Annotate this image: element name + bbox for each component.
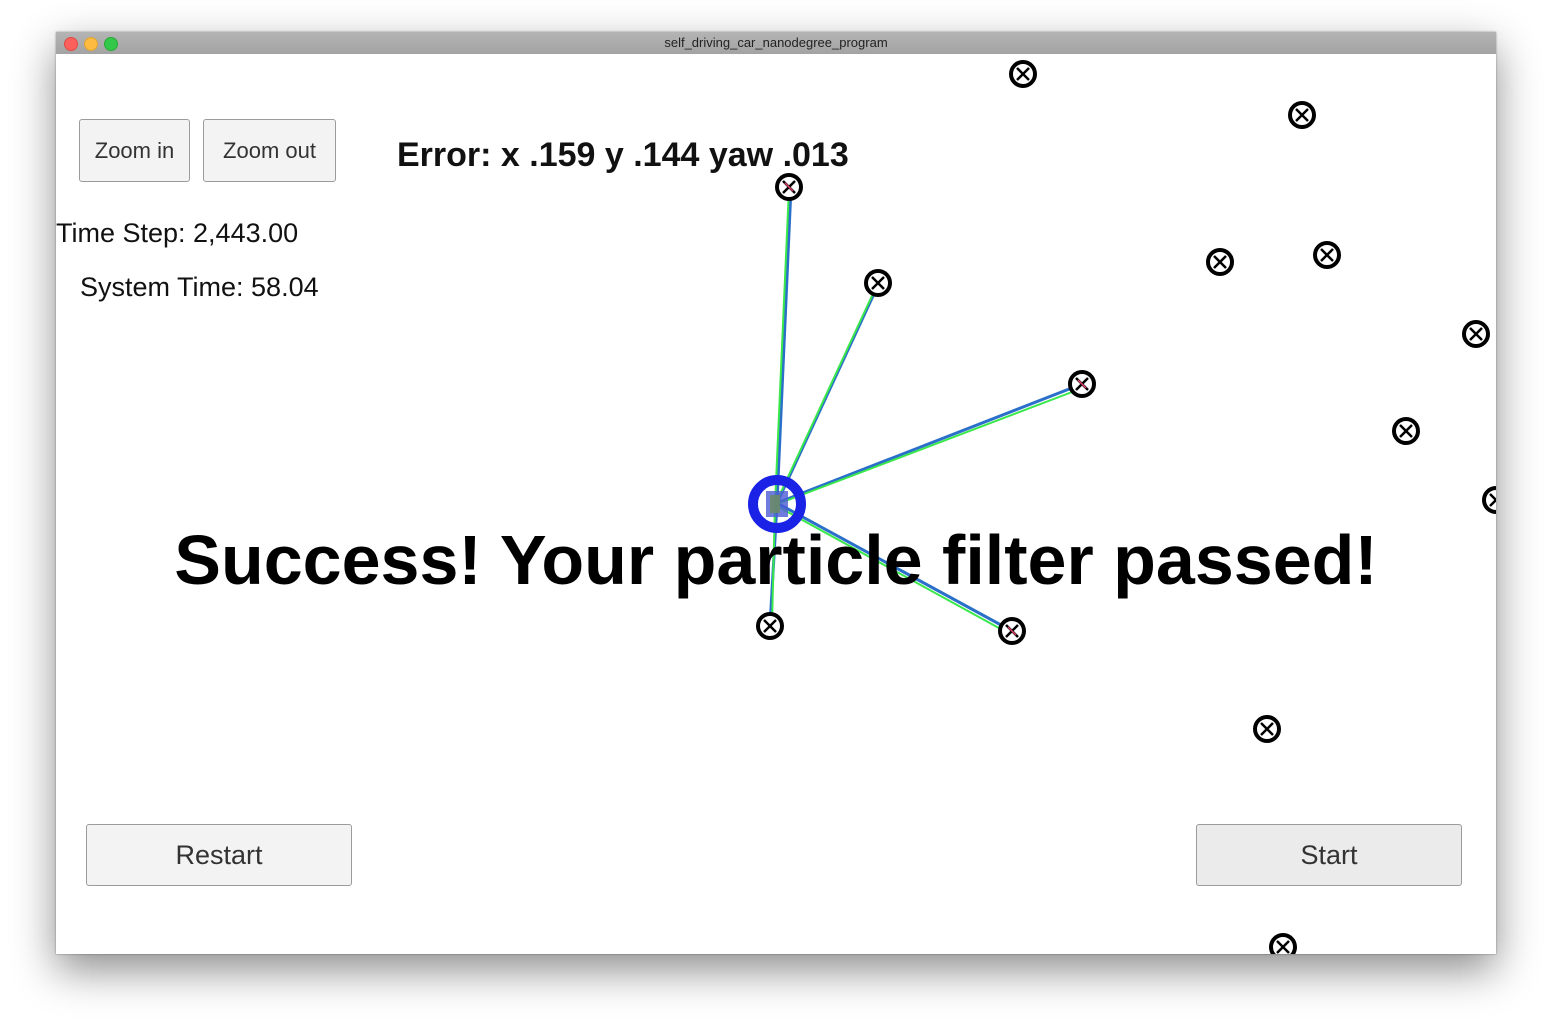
landmark-marker-icon (1392, 417, 1420, 445)
window-title: self_driving_car_nanodegree_program (664, 35, 888, 50)
landmark-marker-icon (1462, 320, 1490, 348)
close-window-icon[interactable] (64, 37, 78, 51)
restart-button[interactable]: Restart (86, 824, 352, 886)
landmarks (756, 60, 1496, 954)
vehicle-icon (748, 475, 806, 533)
landmark-marker-icon (756, 612, 784, 640)
landmark-marker-icon (1288, 101, 1316, 129)
simulator-window: self_driving_car_nanodegree_program (56, 32, 1496, 954)
maximize-window-icon[interactable] (104, 37, 118, 51)
zoom-out-button[interactable]: Zoom out (203, 119, 336, 182)
landmark-marker-icon (1269, 933, 1297, 954)
error-readout: Error: x .159 y .144 yaw .013 (397, 136, 849, 174)
success-message: Success! Your particle filter passed! (174, 521, 1378, 599)
title-bar[interactable]: self_driving_car_nanodegree_program (56, 32, 1496, 55)
minimize-window-icon[interactable] (84, 37, 98, 51)
simulation-scene (748, 60, 1496, 954)
landmark-marker-icon (1313, 241, 1341, 269)
landmark-marker-icon (1206, 248, 1234, 276)
observation-hit-marks (784, 182, 1087, 636)
particle-lines (771, 187, 1081, 634)
landmark-marker-icon (1009, 60, 1037, 88)
landmark-marker-icon (864, 269, 892, 297)
system-time-readout: System Time: 58.04 (80, 272, 319, 302)
landmark-marker-icon (1253, 715, 1281, 743)
landmark-marker-icon (1482, 486, 1496, 514)
start-button[interactable]: Start (1196, 824, 1462, 886)
simulation-canvas: Zoom in Zoom out Error: x .159 y .144 ya… (56, 54, 1496, 954)
time-step-readout: Time Step: 2,443.00 (56, 218, 299, 248)
zoom-in-button[interactable]: Zoom in (79, 119, 190, 182)
